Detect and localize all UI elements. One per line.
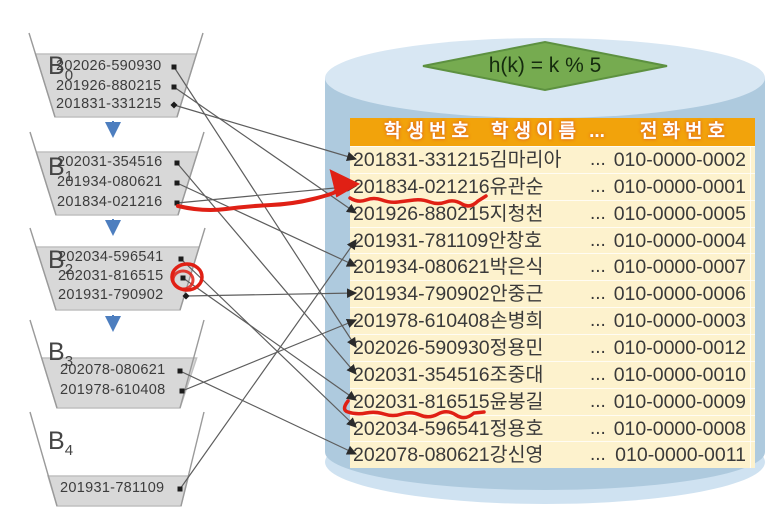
header-student-name: 학생이름 [491,121,581,142]
table-row: 201834-021216유관순... 010-0000-0001 [350,172,755,200]
table-row: 201934-790902안중근... 010-0000-0006 [350,280,755,308]
bucket-entry: 201926-880215 [56,78,162,94]
table-row: 202034-596541정용호... 010-0000-0008 [350,414,755,442]
bucket-entry: 201831-331215 [56,96,162,112]
bucket-entry: 201931-781109 [60,480,165,496]
bucket-b3-label: B3 [48,338,74,370]
bucket-entry: 202031-816515 [58,268,164,284]
bucket-b4-label: B4 [48,427,74,459]
table-row: 202031-354516조중대... 010-0000-0010 [350,360,755,388]
bucket-entry: 202078-080621 [60,362,166,378]
hash-function-label: h(k) = k % 5 [488,54,602,77]
table-right-divider [750,146,751,468]
header-ellipsis: ... [589,121,605,142]
bucket-entry: 201978-610408 [60,382,166,398]
hash-function-diamond [422,40,668,92]
table-row: 202078-080621강신영... 010-0000-0011 [350,441,755,469]
bucket-b2-label: B2 [48,246,74,278]
table-row: 201831-331215김마리아... 010-0000-0002 [350,146,755,173]
header-phone: 전화번호 [640,121,730,142]
header-student-no: 학생번호 [384,121,474,142]
bucket-entry: 201931-790902 [58,287,164,303]
bucket-entry: 201834-021216 [57,194,163,210]
table-row: 201934-080621박은식... 010-0000-0007 [350,253,755,281]
bucket-entry: 202026-590930 [56,58,162,74]
table-row: 201978-610408손병희... 010-0000-0003 [350,307,755,335]
bucket-b1-label: B1 [48,153,74,185]
table-row: 201926-880215지청천... 010-0000-0005 [350,199,755,227]
table-row: 202031-816515윤봉길... 010-0000-0009 [350,387,755,415]
table-header: 학생번호 학생이름 ... 전화번호 [350,118,755,146]
bucket-shapes [28,32,206,507]
bucket-b0-label: B0 [48,52,74,84]
bucket-entry: 202034-596541 [58,249,164,265]
table-row: 201931-781109안창호... 010-0000-0004 [350,226,755,254]
bucket-entry: 201934-080621 [57,174,163,190]
bucket-entry: 202031-354516 [57,154,163,170]
table-row: 202026-590930정용민... 010-0000-0012 [350,333,755,361]
student-table: 학생번호 학생이름 ... 전화번호 201831-331215김마리아... 0… [350,118,755,469]
